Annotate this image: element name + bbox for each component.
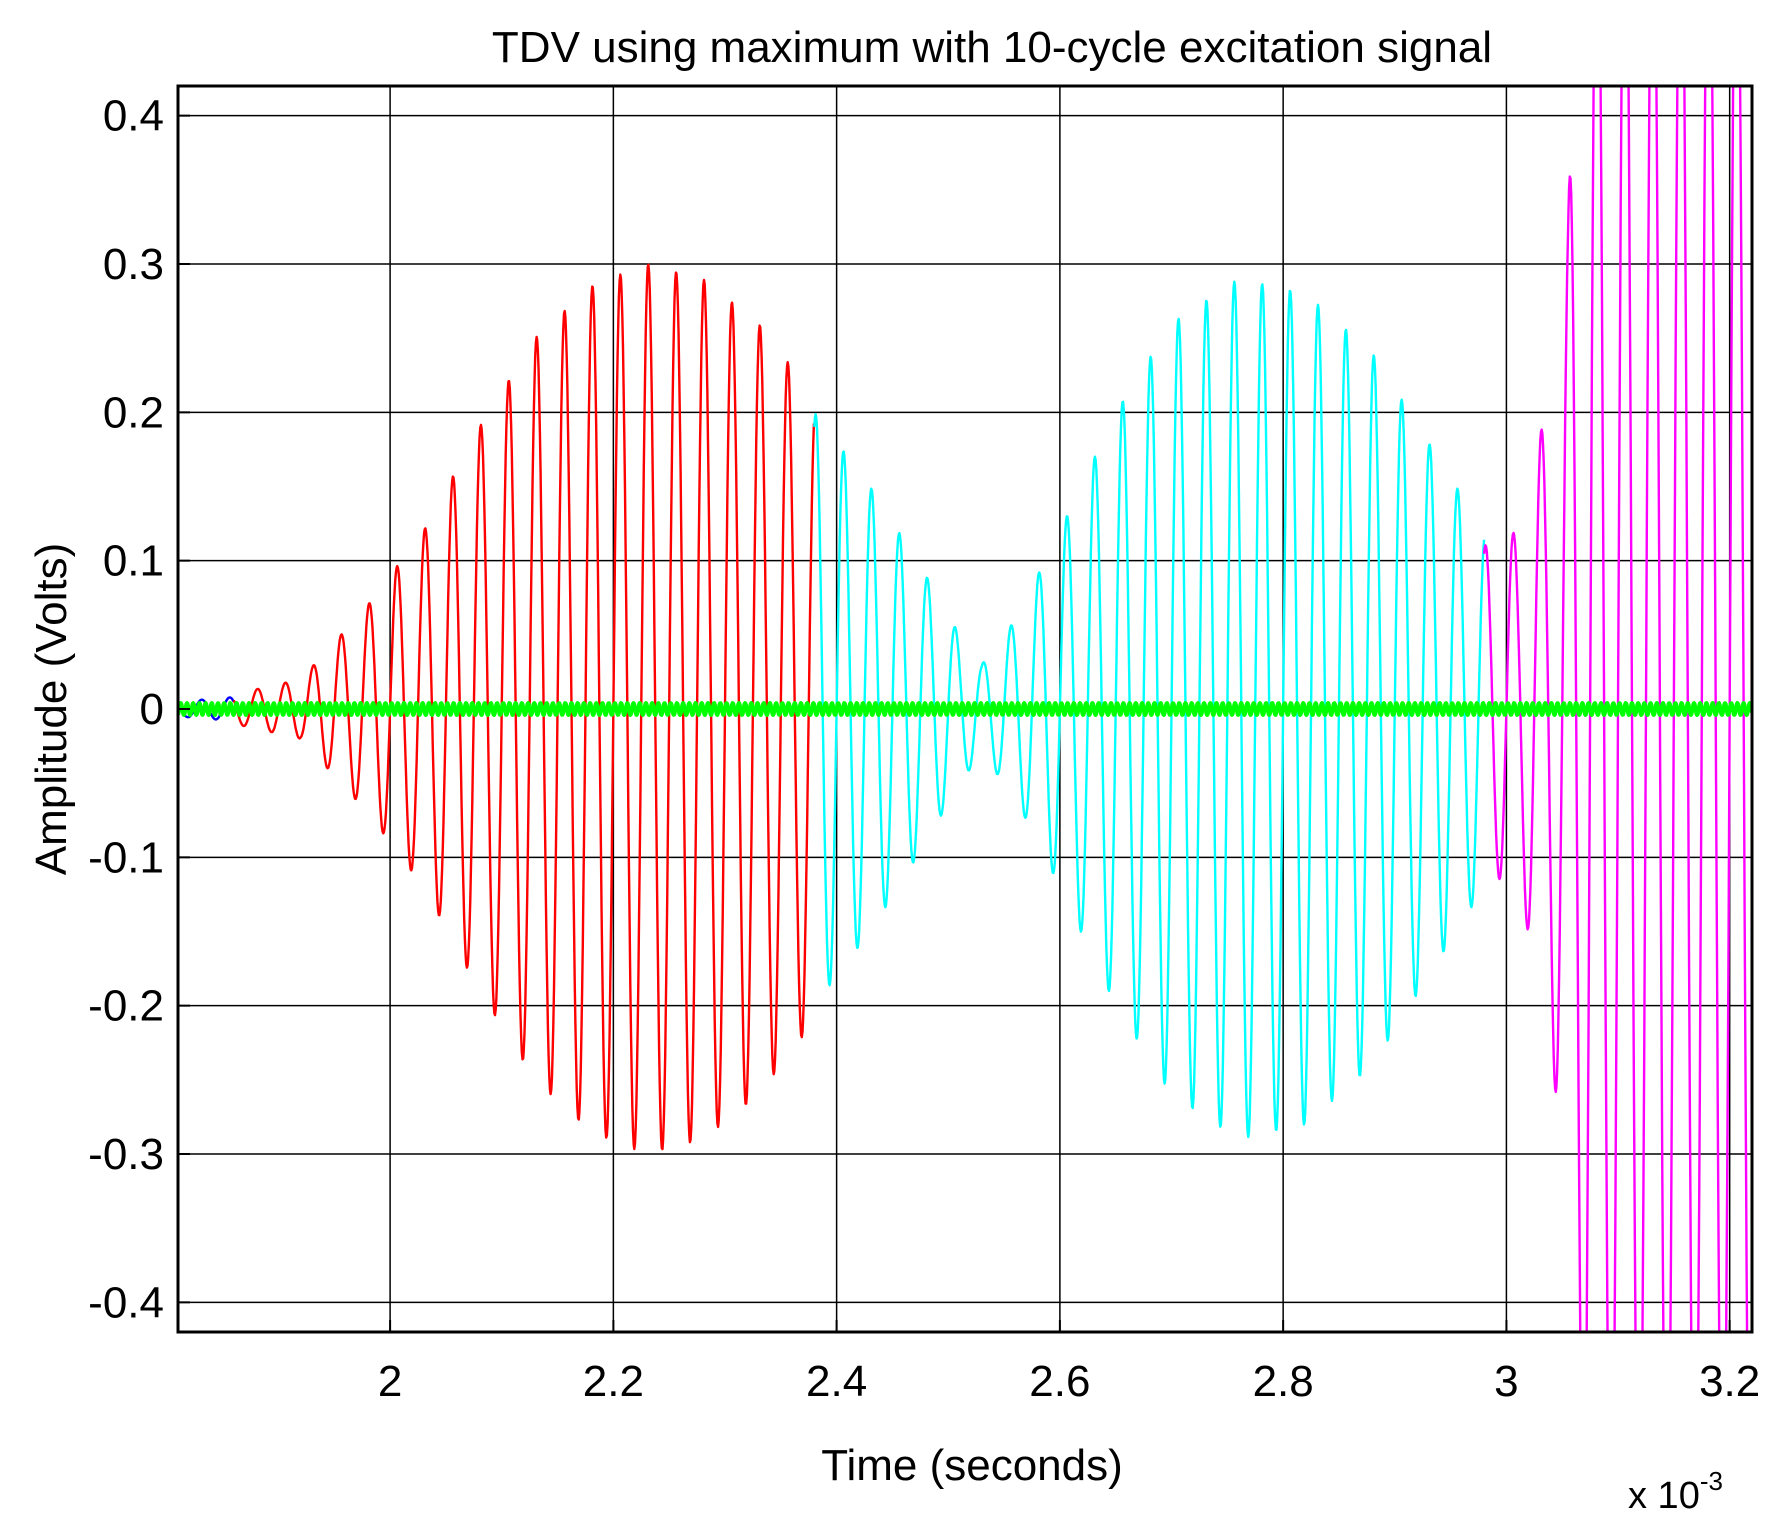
y-axis-label: Amplitude (Volts) <box>27 543 76 876</box>
x-axis-exponent-base: x 10 <box>1628 1475 1700 1517</box>
x-tick-label: 2.8 <box>1253 1357 1314 1406</box>
y-tick-label: 0.1 <box>103 537 164 586</box>
y-tick-label: 0.2 <box>103 388 164 437</box>
x-axis-exponent: x 10-3 <box>1628 1466 1723 1517</box>
x-ticks: 2 2.2 2.4 2.6 2.8 3 3.2 <box>378 1320 1760 1406</box>
x-axis-exponent-power: -3 <box>1700 1466 1723 1496</box>
y-tick-label: 0.3 <box>103 240 164 289</box>
y-tick-label: 0.4 <box>103 92 164 141</box>
x-tick-label: 2.6 <box>1029 1357 1090 1406</box>
chart-title: TDV using maximum with 10-cycle excitati… <box>492 23 1492 72</box>
y-tick-label: 0 <box>140 685 164 734</box>
y-tick-label: -0.3 <box>88 1130 164 1179</box>
y-tick-label: -0.1 <box>88 833 164 882</box>
series-second-echo <box>813 280 1486 1139</box>
series-first-echo <box>232 263 816 1151</box>
x-tick-label: 2.4 <box>806 1357 867 1406</box>
y-tick-label: -0.4 <box>88 1278 164 1327</box>
x-tick-label: 3.2 <box>1699 1357 1760 1406</box>
x-tick-label: 2 <box>378 1357 402 1406</box>
y-tick-label: -0.2 <box>88 982 164 1031</box>
series-reference <box>178 701 1752 717</box>
y-ticks: 0.4 0.3 0.2 0.1 0 -0.1 -0.2 -0.3 -0.4 <box>88 92 190 1327</box>
x-tick-label: 2.2 <box>583 1357 644 1406</box>
series-layer <box>178 86 1752 1332</box>
x-tick-label: 3 <box>1494 1357 1518 1406</box>
x-axis-label: Time (seconds) <box>821 1441 1123 1490</box>
